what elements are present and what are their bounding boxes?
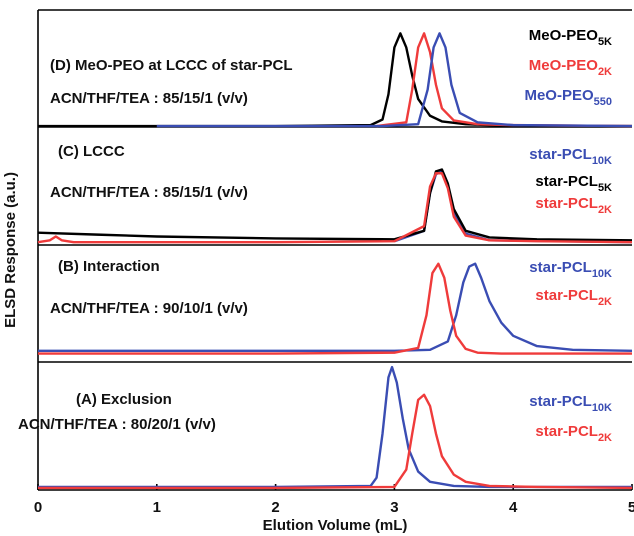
x-tick-label: 4: [509, 499, 518, 516]
legend-name: star-PCL: [529, 146, 592, 163]
legend-subscript: 5K: [598, 182, 612, 194]
panel-label: (D) MeO-PEO at LCCC of star-PCL: [50, 57, 293, 74]
legend-subscript: 10K: [592, 402, 612, 414]
legend-entry: star-PCL10K: [529, 259, 612, 280]
y-axis-label: ELSD Response (a.u.): [2, 172, 19, 328]
legend-subscript: 550: [594, 96, 612, 108]
series-line: [156, 32, 633, 128]
legend-entry: star-PCL2K: [535, 195, 612, 216]
panel-label: ACN/THF/TEA : 85/15/1 (v/v): [50, 184, 248, 201]
legend-entry: MeO-PEO2K: [529, 57, 612, 78]
series-line: [37, 168, 633, 242]
series-line: [376, 32, 633, 128]
x-tick-label: 1: [153, 499, 161, 516]
x-tick-label: 2: [271, 499, 279, 516]
panel-label: (B) Interaction: [58, 258, 160, 275]
legend-name: star-PCL: [535, 195, 598, 212]
legend-subscript: 2K: [598, 66, 612, 78]
legend-subscript: 2K: [598, 204, 612, 216]
legend-subscript: 10K: [592, 155, 612, 167]
legend-name: star-PCL: [529, 259, 592, 276]
legend-name: star-PCL: [535, 173, 598, 190]
series-line: [37, 172, 633, 244]
series-line: [38, 393, 633, 490]
x-tick-label: 0: [34, 499, 42, 516]
legend-entry: MeO-PEO550: [524, 87, 612, 108]
legend-entry: MeO-PEO5K: [529, 27, 612, 48]
legend-entry: star-PCL2K: [535, 423, 612, 444]
panel-label: (A) Exclusion: [76, 391, 172, 408]
legend-entry: star-PCL5K: [535, 173, 612, 194]
x-tick-label: 5: [628, 499, 634, 516]
legend-entry: star-PCL10K: [529, 393, 612, 414]
legend-name: star-PCL: [535, 423, 598, 440]
legend-subscript: 2K: [598, 432, 612, 444]
series-line: [38, 262, 633, 352]
panel-label: (C) LCCC: [58, 143, 125, 160]
legend-entry: star-PCL10K: [529, 146, 612, 167]
series-line: [38, 262, 632, 355]
legend-subscript: 10K: [592, 268, 612, 280]
panel-label: ACN/THF/TEA : 90/10/1 (v/v): [50, 300, 248, 317]
legend-name: MeO-PEO: [529, 27, 599, 44]
series-line: [38, 32, 632, 128]
legend-name: MeO-PEO: [524, 87, 594, 104]
panel-label: ACN/THF/TEA : 85/15/1 (v/v): [50, 90, 248, 107]
legend-subscript: 2K: [598, 296, 612, 308]
x-axis-label: Elution Volume (mL): [263, 517, 408, 534]
panel-label: ACN/THF/TEA : 80/20/1 (v/v): [18, 416, 216, 433]
legend-entry: star-PCL2K: [535, 287, 612, 308]
legend-name: star-PCL: [529, 393, 592, 410]
legend-subscript: 5K: [598, 36, 612, 48]
legend-name: star-PCL: [535, 287, 598, 304]
x-tick-label: 3: [390, 499, 398, 516]
legend-name: MeO-PEO: [529, 57, 599, 74]
